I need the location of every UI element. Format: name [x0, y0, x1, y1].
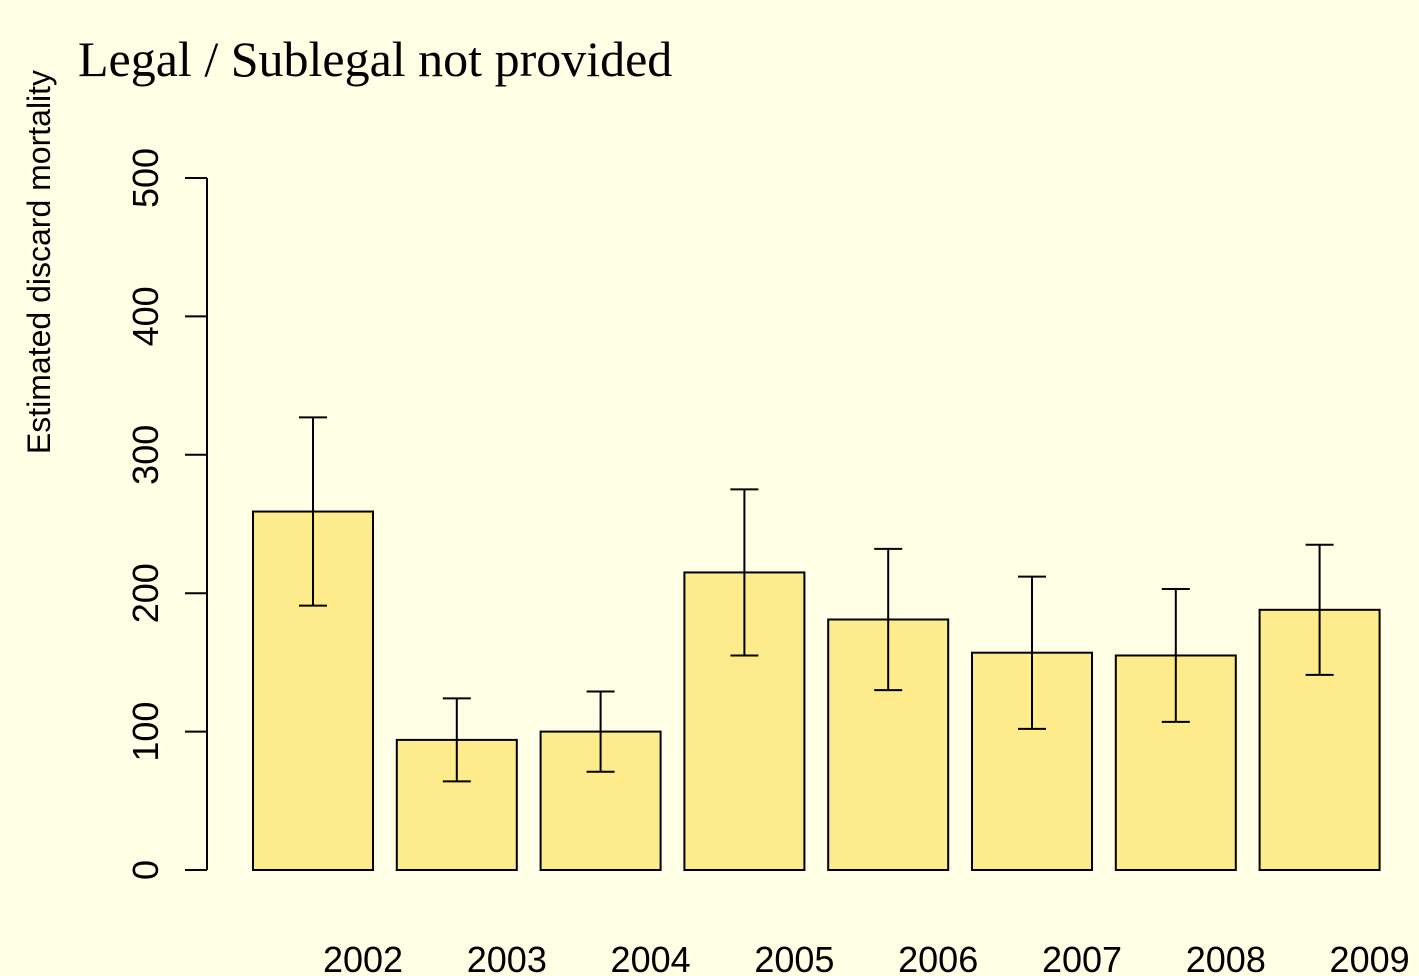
x-tick-label: 2004 — [611, 939, 691, 976]
y-tick-label: 300 — [125, 425, 166, 485]
x-tick-label: 2007 — [1042, 939, 1122, 976]
y-tick-label: 500 — [125, 148, 166, 208]
x-tick-label: 2008 — [1186, 939, 1266, 976]
y-tick-label: 400 — [125, 286, 166, 346]
y-tick-label: 200 — [125, 563, 166, 623]
y-axis-label: Estimated discard mortality — [21, 70, 57, 454]
x-tick-label: 2003 — [467, 939, 547, 976]
x-tick-label: 2002 — [323, 939, 403, 976]
x-tick-label: 2005 — [754, 939, 834, 976]
x-tick-label: 2006 — [898, 939, 978, 976]
y-tick-label: 100 — [125, 702, 166, 762]
y-tick-label: 0 — [125, 860, 166, 880]
chart-title: Legal / Sublegal not provided — [78, 31, 672, 87]
x-tick-label: 2009 — [1330, 939, 1410, 976]
